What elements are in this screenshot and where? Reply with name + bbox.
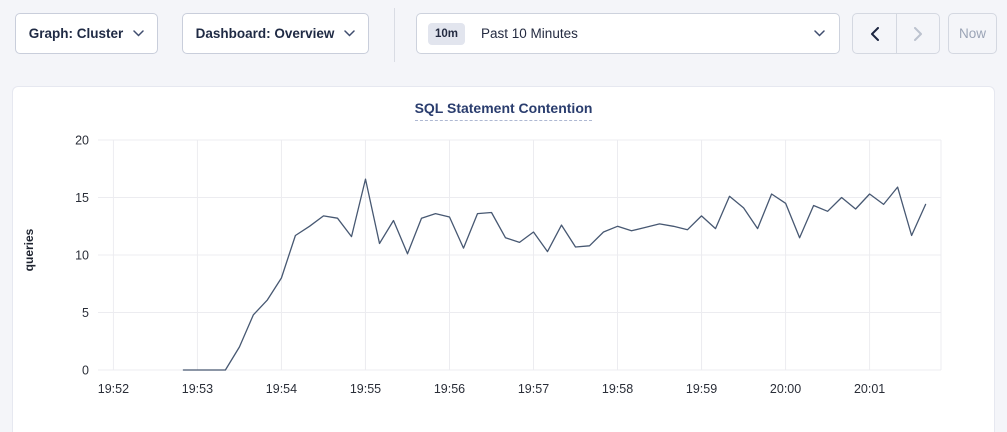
x-tick-label: 19:52 [98,382,129,396]
x-tick-label: 19:58 [602,382,633,396]
chart-title-row: SQL Statement Contention [13,100,994,121]
y-axis-title: queries [22,228,36,271]
graph-scope-dropdown-label: Graph: Cluster [28,26,124,41]
x-tick-label: 19:54 [266,382,297,396]
dashboard-dropdown[interactable]: Dashboard: Overview [182,13,369,54]
time-range-label: Past 10 Minutes [481,26,578,41]
x-tick-label: 19:55 [350,382,381,396]
y-tick-label: 20 [75,134,89,148]
now-button[interactable]: Now [948,13,997,54]
y-tick-label: 10 [75,249,89,263]
x-tick-label: 19:53 [182,382,213,396]
dashboard-dropdown-label: Dashboard: Overview [195,26,335,41]
time-window-stepper [852,13,940,54]
series-line-queries [182,178,927,371]
y-tick-label: 0 [82,364,89,378]
x-tick-label: 19:59 [686,382,717,396]
time-range-picker[interactable]: 10m Past 10 Minutes [416,13,840,54]
chart-card: SQL Statement Contention 0 5 10 15 20 19:52 19… [12,86,995,432]
time-forward-button[interactable] [896,14,939,53]
x-tick-label: 20:00 [770,382,801,396]
sql-contention-line-chart: 0 5 10 15 20 19:52 19:53 19:54 19:55 19:56 19:57 19… [22,134,942,396]
x-tick-label: 20:01 [854,382,885,396]
chevron-down-icon [133,30,144,37]
chevron-down-icon [344,30,356,37]
x-tick-label: 19:56 [434,382,465,396]
time-back-button[interactable] [853,14,896,53]
y-tick-label: 15 [75,191,89,205]
y-tick-label: 5 [82,306,89,320]
x-tick-label: 19:57 [518,382,549,396]
chevron-right-icon [913,26,922,41]
chart-title[interactable]: SQL Statement Contention [414,100,593,121]
time-range-badge: 10m [428,22,466,45]
graph-scope-dropdown[interactable]: Graph: Cluster [15,13,158,54]
metrics-toolbar: Graph: Cluster Dashboard: Overview 10m P… [0,0,1007,70]
toolbar-divider [394,8,395,62]
chevron-left-icon [871,26,879,41]
chevron-down-icon [814,30,825,37]
